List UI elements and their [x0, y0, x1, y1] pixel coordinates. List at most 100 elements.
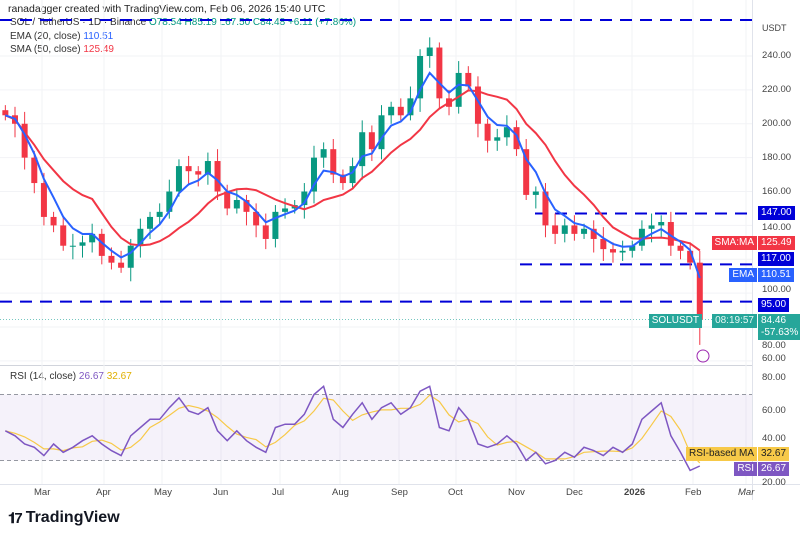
sma-line — [4, 89, 701, 252]
candle-body — [253, 211, 260, 226]
symbol-tag: SOLUSDT — [648, 314, 702, 328]
pane-divider — [0, 365, 752, 366]
candle-body — [397, 106, 404, 116]
candle-body — [667, 222, 674, 246]
month-tick: Jul — [272, 487, 285, 498]
candle-body — [417, 56, 424, 99]
candle-body — [282, 208, 289, 212]
rsi-name-tag: RSI — [734, 462, 757, 476]
candle-body — [330, 149, 337, 175]
candle-body — [378, 115, 385, 150]
ema-line — [4, 71, 701, 279]
rsi-legend-value: 26.67 — [78, 371, 104, 382]
price-tick: 140.00 — [762, 222, 792, 233]
candle-body — [272, 211, 279, 239]
candle-body — [320, 149, 327, 158]
ema-legend-value: 110.51 — [83, 31, 114, 42]
candle-body — [118, 262, 125, 268]
symbol-legend[interactable]: SOL / TetherUS · 1D · Binance O78.54 H85… — [10, 17, 356, 29]
candle-body — [687, 250, 694, 263]
candle-body — [301, 191, 308, 206]
candle-body — [581, 228, 588, 234]
candle-body — [426, 47, 433, 56]
price-tick: 160.00 — [762, 185, 792, 197]
price-tick: 80.00 — [762, 340, 786, 351]
candle-body — [658, 222, 665, 226]
month-tick: 2026 — [624, 487, 646, 498]
level-117-tag: 117.00 — [758, 252, 794, 266]
candle-body — [349, 166, 356, 184]
sma-legend-value: 125.49 — [83, 44, 114, 55]
candle-body — [195, 171, 202, 175]
candle-body — [436, 47, 443, 99]
sma-legend-label: SMA (50, close) — [10, 44, 81, 55]
rsi-line — [4, 384, 701, 472]
candle-body — [156, 211, 163, 217]
candle-body — [677, 245, 684, 251]
sma-legend[interactable]: SMA (50, close) 125.49 — [10, 44, 114, 56]
candle-body — [2, 110, 9, 116]
ohlc-values: O78.54 H85.19 L67.50 C84.48 +6.11 (+7.80… — [148, 17, 357, 28]
candle-body — [513, 127, 520, 150]
ema-legend[interactable]: EMA (20, close) 110.51 — [10, 31, 113, 43]
candle-body — [571, 225, 578, 234]
candle-body — [40, 183, 47, 217]
candle-body — [137, 228, 144, 246]
candle-body — [243, 199, 250, 212]
candle-body — [310, 157, 317, 192]
tradingview-logo-icon: 𝟏7 — [8, 509, 23, 527]
rsi-tick: 80.00 — [762, 372, 786, 383]
candle-body — [21, 123, 28, 158]
candle-body — [388, 106, 395, 116]
price-tick: 100.00 — [762, 284, 792, 295]
price-tick: 240.00 — [762, 50, 792, 61]
bar-countdown: 08:19:57 — [712, 314, 757, 328]
month-tick: Feb — [685, 487, 702, 498]
candle-body — [696, 262, 703, 320]
month-tick: Mar — [34, 487, 51, 498]
candle-body — [79, 242, 86, 246]
currency-label: USDT — [762, 23, 787, 33]
sma-value-tag: 125.49 — [758, 236, 795, 250]
ema-legend-label: EMA (20, close) — [10, 31, 81, 42]
month-tick: Mar — [738, 487, 755, 498]
candle-body — [359, 132, 366, 167]
candle-body — [69, 245, 76, 247]
month-tick: Oct — [448, 487, 463, 498]
logo-text: TradingView — [25, 509, 120, 526]
candle-body — [214, 161, 221, 192]
candle-body — [175, 166, 182, 192]
month-tick: Apr — [96, 487, 111, 498]
price-tick: 60.00 — [762, 353, 786, 364]
candle-body — [204, 161, 211, 175]
candle-body — [648, 225, 655, 229]
price-tick: 200.00 — [762, 117, 792, 129]
candle-body — [474, 86, 481, 124]
rsi-ma-name-tag: RSI-based MA — [685, 447, 757, 461]
candle-body — [638, 228, 645, 246]
last-price-tag: 84.46 -57.63% — [758, 314, 800, 340]
candle-body — [224, 191, 231, 209]
last-price: 84.46 — [761, 315, 787, 326]
candle-body — [609, 249, 616, 253]
rsi-legend[interactable]: RSI (14, close) 26.67 32.67 — [10, 371, 132, 383]
rsi-tick: 60.00 — [762, 405, 786, 416]
candle-body — [523, 149, 530, 195]
candle-body — [262, 225, 269, 239]
rsi-ma-legend-value: 32.67 — [106, 371, 132, 382]
candle-body — [50, 216, 57, 226]
candle-body — [60, 225, 67, 246]
ema-name-tag: EMA — [729, 268, 757, 282]
tradingview-logo[interactable]: 𝟏7 TradingView — [8, 509, 120, 527]
month-tick: Aug — [332, 487, 349, 498]
candle-body — [89, 233, 96, 243]
lightning-icon — [696, 349, 710, 363]
level-95-tag: 95.00 — [758, 298, 790, 312]
month-tick: Nov — [508, 487, 525, 498]
month-tick: May — [154, 487, 172, 498]
rsi-ma-line — [5, 394, 701, 464]
candle-body — [590, 228, 597, 239]
month-tick: Dec — [566, 487, 583, 498]
ema-value-tag: 110.51 — [758, 268, 794, 282]
